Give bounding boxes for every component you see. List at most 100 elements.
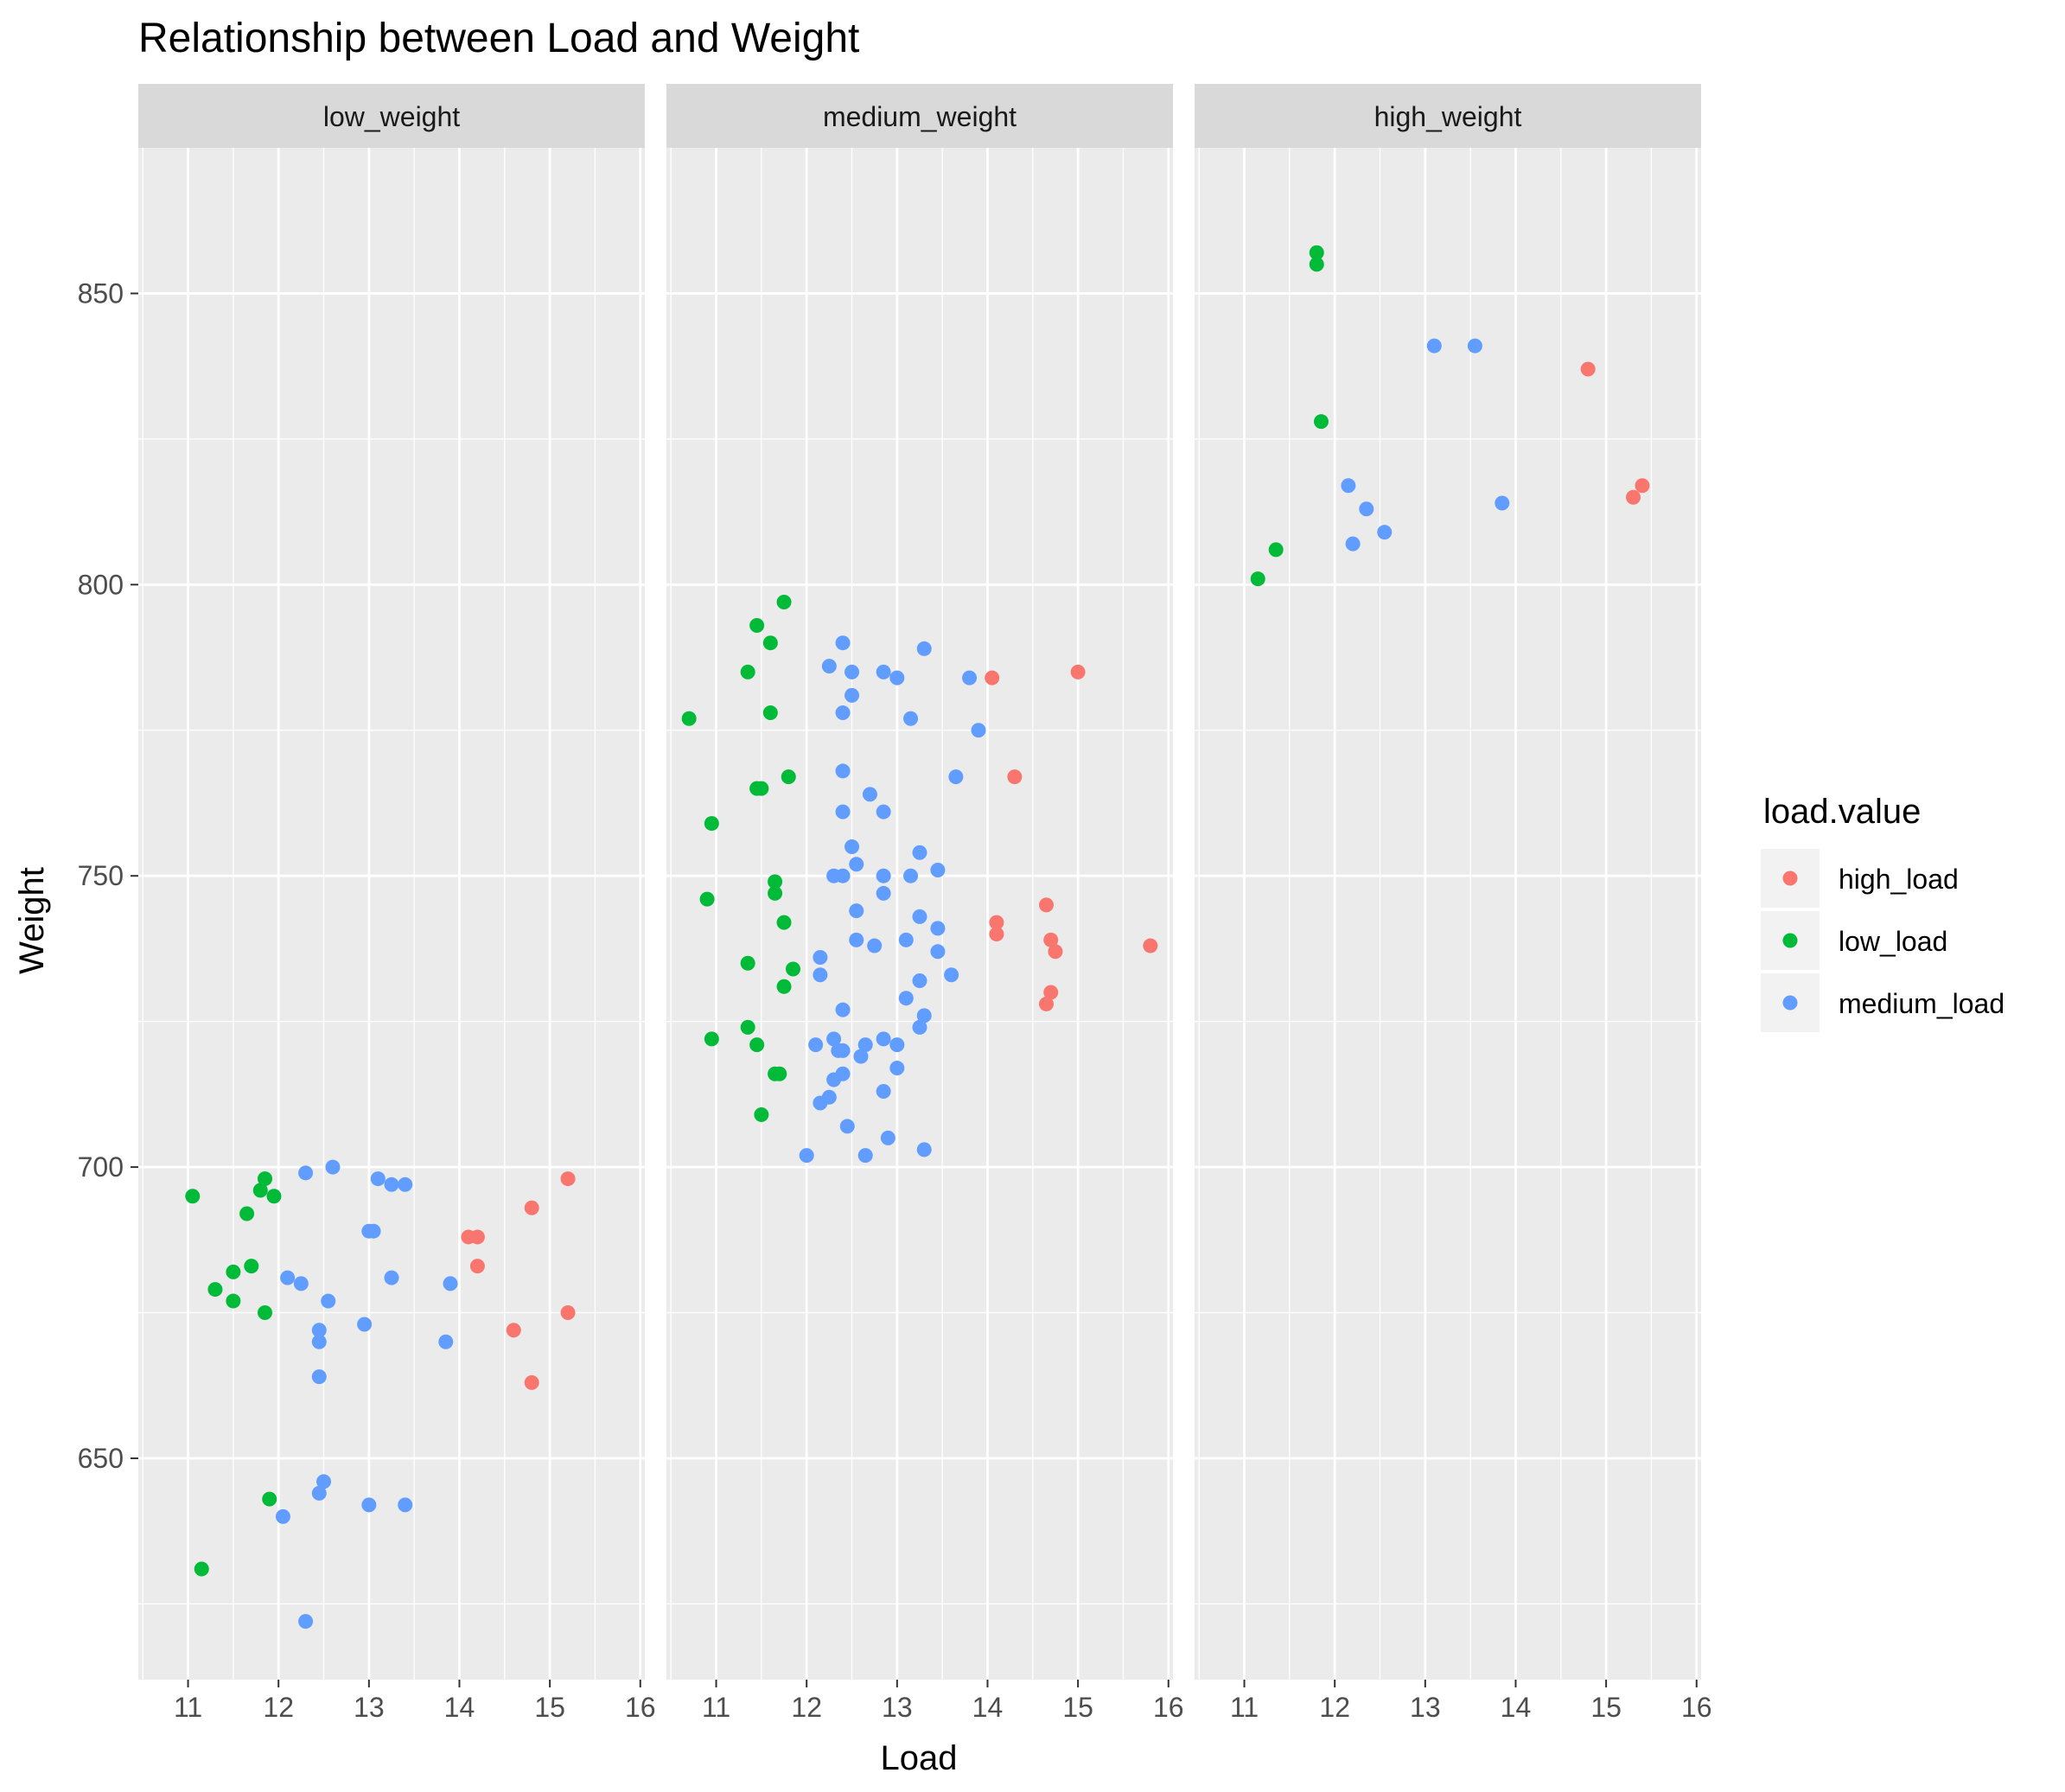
data-point-medium_load (813, 967, 828, 983)
data-point-high_load (469, 1229, 485, 1245)
x-tick-label: 15 (1062, 1692, 1093, 1723)
data-point-high_load (1580, 361, 1596, 377)
y-tick-label: 700 (78, 1151, 124, 1183)
y-tick-label: 850 (78, 277, 124, 309)
y-tick-label: 750 (78, 860, 124, 891)
data-point-medium_load (311, 1323, 327, 1338)
data-point-medium_load (849, 857, 864, 872)
data-point-low_load (258, 1171, 272, 1187)
data-point-medium_load (876, 1031, 891, 1047)
data-point-medium_load (916, 1142, 932, 1157)
data-point-medium_load (867, 938, 883, 953)
x-tick-label: 11 (174, 1692, 202, 1723)
data-point-medium_load (849, 932, 864, 947)
data-point-medium_load (835, 804, 851, 819)
data-point-medium_load (853, 1049, 869, 1064)
data-point-medium_load (826, 1031, 842, 1047)
data-point-low_load (1250, 571, 1265, 587)
facet-strip-label: low_weight (323, 101, 460, 132)
x-axis-label: Load (881, 1739, 958, 1777)
data-point-medium_load (280, 1270, 296, 1285)
data-point-high_load (560, 1305, 576, 1321)
data-point-low_load (185, 1189, 201, 1204)
data-point-medium_load (1426, 338, 1442, 354)
facet-strip (1195, 84, 1701, 148)
data-point-high_load (1143, 938, 1158, 953)
data-point-medium_load (912, 909, 927, 924)
data-point-medium_load (1495, 495, 1510, 511)
data-point-low_load (194, 1561, 209, 1577)
data-point-high_load (989, 915, 1004, 930)
data-point-low_load (699, 891, 715, 907)
panel-background (138, 148, 645, 1680)
chart-title: Relationship between Load and Weight (138, 16, 859, 61)
data-point-low_load (704, 1031, 719, 1047)
data-point-medium_load (799, 1148, 814, 1164)
data-point-medium_load (275, 1508, 290, 1524)
data-point-medium_load (898, 991, 914, 1006)
facet-panels: low_weight 11 12 13 14 15 16 medium_weight 11 12 1… (78, 84, 1712, 1723)
data-point-high_load (989, 927, 1004, 942)
data-point-low_load (244, 1259, 259, 1274)
data-point-medium_load (813, 950, 828, 966)
data-point-high_load (506, 1323, 521, 1338)
data-point-high_load (1626, 489, 1641, 505)
legend-marker-medium_load (1782, 995, 1798, 1011)
data-point-medium_load (316, 1474, 332, 1489)
data-point-low_load (1309, 257, 1324, 272)
data-point-medium_load (293, 1276, 309, 1291)
x-tick-label: 14 (1501, 1692, 1532, 1723)
data-point-low_load (776, 979, 792, 994)
facet-panel-high_weight: high_weight 11 12 13 14 15 16 (1195, 84, 1712, 1723)
facet-panel-medium_weight: medium_weight 11 12 13 14 15 16 (666, 84, 1184, 1723)
data-point-medium_load (398, 1177, 413, 1192)
data-point-medium_load (821, 659, 837, 674)
data-point-low_load (681, 711, 697, 726)
y-tick-label: 800 (78, 569, 124, 600)
facet-strip (138, 84, 645, 148)
legend-marker-high_load (1782, 870, 1798, 886)
facet-strip-label: high_weight (1374, 101, 1522, 132)
legend-label-high_load: high_load (1839, 864, 1959, 895)
data-point-medium_load (898, 932, 914, 947)
data-point-medium_load (1377, 525, 1393, 540)
data-point-medium_load (835, 1043, 851, 1058)
x-tick-label: 13 (354, 1692, 385, 1723)
data-point-medium_load (916, 1008, 932, 1024)
legend-label-low_load: low_load (1839, 926, 1947, 957)
x-tick-label: 12 (263, 1692, 294, 1723)
data-point-high_load (560, 1171, 576, 1187)
data-point-low_load (762, 705, 778, 721)
x-tick-label: 12 (1319, 1692, 1350, 1723)
data-point-medium_load (370, 1171, 386, 1187)
data-point-low_load (266, 1189, 282, 1204)
data-point-high_load (1070, 664, 1086, 679)
data-point-medium_load (1359, 501, 1374, 517)
data-point-medium_load (844, 839, 860, 855)
data-point-medium_load (844, 687, 860, 703)
data-point-low_load (239, 1206, 255, 1221)
data-point-low_load (740, 1019, 755, 1035)
data-point-medium_load (862, 787, 877, 802)
data-point-high_load (469, 1259, 485, 1274)
data-point-medium_load (930, 921, 946, 936)
x-tick-label: 12 (791, 1692, 822, 1723)
data-point-low_load (252, 1183, 268, 1198)
data-point-medium_load (912, 845, 927, 860)
data-point-low_load (1314, 414, 1329, 430)
data-point-medium_load (903, 711, 919, 726)
data-point-low_load (768, 1066, 783, 1081)
data-point-high_load (524, 1200, 539, 1215)
data-point-low_load (754, 1106, 769, 1122)
data-point-medium_load (912, 973, 927, 988)
data-point-low_load (704, 816, 719, 832)
data-point-low_load (1309, 245, 1324, 260)
facet-strip (666, 84, 1173, 148)
data-point-high_load (1635, 478, 1650, 494)
data-point-high_load (1039, 996, 1054, 1011)
data-point-low_load (762, 635, 778, 651)
x-tick-label: 11 (702, 1692, 730, 1723)
data-point-medium_load (311, 1485, 327, 1501)
data-point-medium_load (835, 1002, 851, 1017)
